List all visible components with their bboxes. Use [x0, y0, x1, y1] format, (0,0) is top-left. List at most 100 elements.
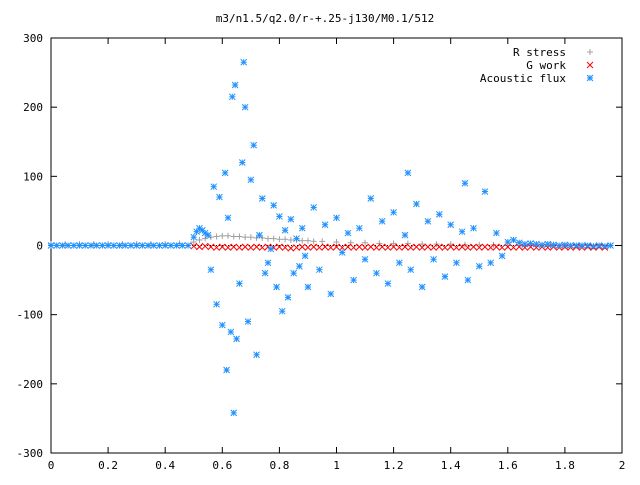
data-point-acoustic-flux — [47, 242, 55, 249]
data-point-acoustic-flux — [204, 231, 212, 239]
data-point-acoustic-flux — [404, 169, 412, 177]
series-group — [47, 58, 614, 417]
data-point-acoustic-flux — [221, 169, 229, 177]
data-point-acoustic-flux — [550, 241, 557, 249]
data-point-acoustic-flux — [253, 351, 260, 359]
y-tick-label: 300 — [23, 32, 43, 45]
data-point-acoustic-flux — [470, 224, 477, 232]
data-point-g-work — [276, 243, 283, 251]
data-point-acoustic-flux — [133, 242, 141, 249]
data-point-acoustic-flux — [301, 252, 309, 260]
data-point-r-stress — [270, 235, 277, 242]
data-point-acoustic-flux — [350, 276, 357, 284]
data-point-acoustic-flux — [572, 242, 580, 249]
data-point-acoustic-flux — [244, 318, 252, 325]
data-point-acoustic-flux — [590, 242, 597, 250]
data-point-acoustic-flux — [116, 242, 123, 249]
data-point-r-stress — [362, 239, 369, 246]
data-point-g-work — [453, 244, 460, 251]
data-point-g-work — [435, 243, 443, 251]
data-point-acoustic-flux — [284, 294, 292, 301]
data-point-r-stress — [304, 237, 311, 244]
data-point-g-work — [230, 243, 238, 251]
data-point-acoustic-flux — [555, 242, 563, 249]
data-point-acoustic-flux — [395, 259, 403, 267]
data-point-g-work — [418, 244, 426, 251]
data-point-acoustic-flux — [261, 269, 269, 277]
data-point-acoustic-flux — [430, 255, 437, 263]
x-tick-label: 0.4 — [155, 459, 175, 472]
data-point-acoustic-flux — [561, 241, 569, 249]
data-point-acoustic-flux — [401, 231, 409, 239]
data-point-acoustic-flux — [521, 240, 529, 248]
data-point-r-stress — [282, 236, 289, 243]
x-tick-label: 0.8 — [269, 459, 289, 472]
data-point-acoustic-flux — [567, 242, 574, 249]
data-point-g-work — [293, 244, 300, 251]
data-point-acoustic-flux — [223, 366, 230, 374]
data-point-g-work — [498, 244, 506, 251]
data-point-acoustic-flux — [527, 240, 534, 247]
legend-marker-r-stress — [587, 49, 593, 55]
y-tick-label: 200 — [23, 101, 43, 114]
data-point-r-stress — [196, 236, 203, 243]
data-point-acoustic-flux — [578, 242, 586, 249]
data-point-g-work — [504, 243, 512, 251]
data-point-acoustic-flux — [461, 179, 469, 187]
data-point-acoustic-flux — [250, 141, 258, 149]
data-point-acoustic-flux — [230, 409, 238, 417]
data-point-g-work — [316, 244, 323, 251]
data-point-g-work — [190, 242, 198, 250]
data-point-g-work — [201, 242, 209, 250]
data-point-acoustic-flux — [240, 58, 248, 66]
data-point-acoustic-flux — [510, 236, 517, 244]
legend-label-acoustic-flux: Acoustic flux — [480, 72, 566, 85]
legend-marker-acoustic-flux — [586, 74, 594, 82]
data-point-acoustic-flux — [218, 321, 226, 329]
data-point-acoustic-flux — [475, 262, 483, 270]
data-point-acoustic-flux — [424, 217, 432, 225]
data-point-acoustic-flux — [278, 307, 286, 315]
data-point-acoustic-flux — [121, 242, 129, 249]
data-point-r-stress — [264, 235, 271, 242]
data-point-g-work — [395, 244, 403, 251]
data-point-r-stress — [319, 238, 326, 245]
data-point-g-work — [310, 243, 318, 251]
data-point-acoustic-flux — [287, 215, 295, 223]
data-point-acoustic-flux — [276, 213, 283, 220]
data-point-g-work — [224, 244, 232, 251]
data-point-r-stress — [447, 241, 454, 248]
data-point-acoustic-flux — [81, 242, 89, 249]
data-point-g-work — [338, 244, 346, 251]
x-tick-label: 2 — [619, 459, 626, 472]
data-point-g-work — [378, 243, 386, 251]
data-point-acoustic-flux — [139, 242, 146, 249]
data-point-g-work — [373, 244, 380, 251]
data-point-acoustic-flux — [267, 245, 275, 253]
data-point-acoustic-flux — [453, 259, 460, 267]
data-point-g-work — [475, 244, 483, 251]
data-point-g-work — [218, 243, 226, 251]
data-point-acoustic-flux — [464, 276, 472, 284]
data-point-r-stress — [242, 234, 249, 241]
data-point-g-work — [384, 244, 392, 251]
data-point-acoustic-flux — [373, 269, 380, 277]
data-point-acoustic-flux — [298, 224, 306, 232]
data-point-acoustic-flux — [515, 239, 523, 247]
data-point-acoustic-flux — [76, 242, 83, 249]
data-point-r-stress — [390, 240, 397, 247]
data-point-g-work — [510, 244, 517, 251]
data-point-acoustic-flux — [293, 235, 300, 242]
data-point-acoustic-flux — [238, 159, 246, 166]
data-point-acoustic-flux — [333, 214, 340, 222]
data-point-acoustic-flux — [213, 300, 220, 308]
data-point-r-stress — [287, 236, 294, 243]
data-point-acoustic-flux — [378, 217, 386, 225]
legend-label-g-work: G work — [526, 59, 566, 72]
y-tick-label: 100 — [23, 170, 43, 183]
data-point-acoustic-flux — [321, 221, 329, 229]
data-point-acoustic-flux — [481, 188, 489, 195]
data-point-acoustic-flux — [59, 242, 66, 249]
data-point-acoustic-flux — [228, 93, 236, 101]
data-point-acoustic-flux — [150, 242, 158, 249]
